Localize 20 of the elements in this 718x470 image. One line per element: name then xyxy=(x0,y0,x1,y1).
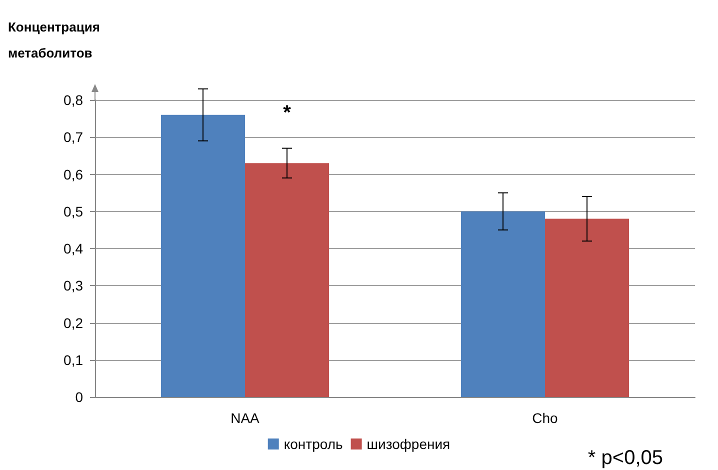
y-tick-label: 0,1 xyxy=(64,352,84,368)
text: * p<0,05 xyxy=(588,447,664,469)
annotation: * xyxy=(283,102,292,124)
bar xyxy=(161,114,245,397)
y-tick-label: 0,8 xyxy=(64,92,84,108)
y-tick-label: 0,2 xyxy=(64,314,84,331)
y-tick-label: 0,4 xyxy=(64,240,84,256)
y-tick-label: 0 xyxy=(75,389,84,405)
y-tick-label: 0,3 xyxy=(64,278,84,294)
legend-label: контроль xyxy=(284,436,343,452)
bar xyxy=(245,163,329,397)
legend-label: шизофрения xyxy=(366,436,450,452)
x-tick-label: Cho xyxy=(532,410,558,426)
y-tick-label: 0,5 xyxy=(64,203,84,220)
y-axis-title: Концентрация метаболитов xyxy=(8,20,100,60)
y-tick-label: 0,6 xyxy=(64,166,84,182)
x-tick-label: NAA xyxy=(230,410,260,426)
bar xyxy=(461,211,545,397)
bar xyxy=(545,218,629,397)
y-tick-label: 0,7 xyxy=(64,129,84,146)
